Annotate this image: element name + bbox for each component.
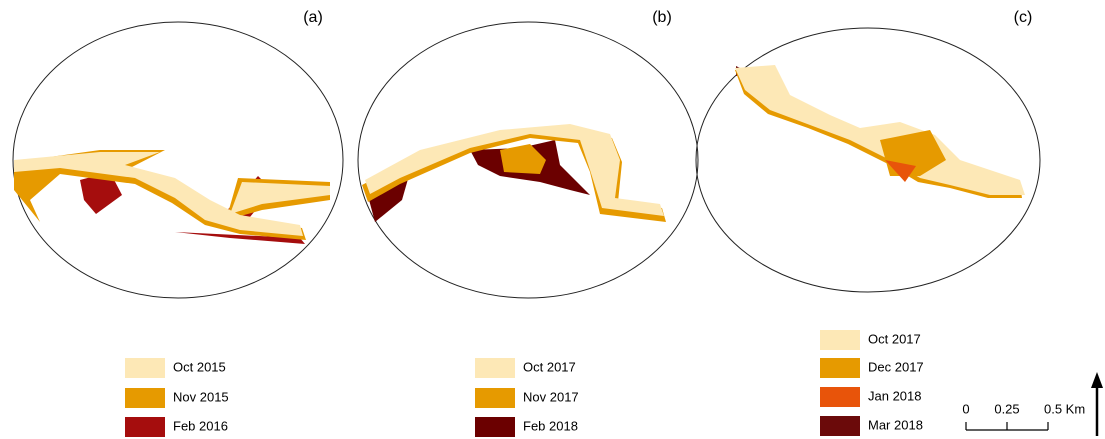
panel-label: (b) xyxy=(652,9,672,26)
legend-b: Oct 2017 Nov 2017 Feb 2018 xyxy=(475,358,579,437)
legend-label: Nov 2015 xyxy=(173,389,229,404)
legend-label: Oct 2017 xyxy=(868,331,921,346)
legend-swatch xyxy=(475,358,515,378)
panel-b: (b) xyxy=(357,9,699,299)
legend-label: Oct 2017 xyxy=(523,359,576,374)
legend-label: Feb 2016 xyxy=(173,418,228,433)
legend-swatch xyxy=(820,387,860,407)
legend-label: Oct 2015 xyxy=(173,359,226,374)
river-area xyxy=(230,182,330,214)
legend-label: Mar 2018 xyxy=(868,417,923,432)
map-frame xyxy=(695,27,1041,293)
legend-swatch xyxy=(820,330,860,350)
river-area xyxy=(365,124,664,216)
scale-label: 0.25 xyxy=(994,401,1019,416)
legend-swatch xyxy=(475,417,515,437)
arrow-head xyxy=(1091,372,1103,388)
river-area xyxy=(885,160,916,182)
legend-label: Feb 2018 xyxy=(523,418,578,433)
legend-swatch xyxy=(125,358,165,378)
scale-bar xyxy=(965,422,1049,431)
panel-label: (a) xyxy=(303,9,323,26)
river-area xyxy=(735,65,1025,195)
legend-swatch xyxy=(475,388,515,408)
scale-label: 0.5 Km xyxy=(1044,401,1085,416)
legend-swatch xyxy=(125,417,165,437)
river-area xyxy=(175,232,305,244)
river-area xyxy=(14,152,303,236)
panel-a: (a) xyxy=(12,9,344,299)
panel-label: (c) xyxy=(1014,9,1033,26)
legend-c: Oct 2017 Dec 2017 Jan 2018 Mar 2018 xyxy=(820,330,924,436)
north-arrow xyxy=(1091,372,1103,436)
map-frame xyxy=(12,21,344,299)
river-area xyxy=(80,172,122,214)
legend-label: Dec 2017 xyxy=(868,359,924,374)
legend-swatch xyxy=(125,388,165,408)
legend-swatch xyxy=(820,358,860,378)
scale-label: 0 xyxy=(962,401,969,416)
legend-swatch xyxy=(820,416,860,436)
legend-label: Nov 2017 xyxy=(523,389,579,404)
legend-a: Oct 2015 Nov 2015 Feb 2016 xyxy=(125,358,229,437)
panel-c: (c) xyxy=(695,9,1041,293)
legend-label: Jan 2018 xyxy=(868,388,922,403)
map-frame xyxy=(357,21,699,299)
river-area xyxy=(500,144,546,174)
